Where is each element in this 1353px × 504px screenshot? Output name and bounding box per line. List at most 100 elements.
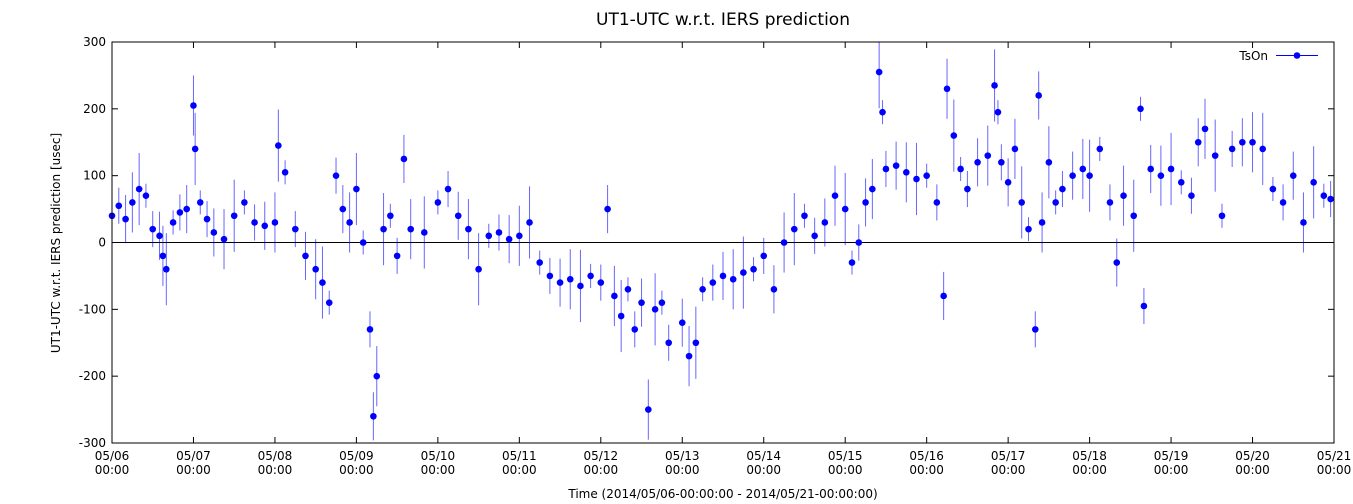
data-point bbox=[1106, 199, 1114, 206]
data-point bbox=[1269, 185, 1277, 193]
data-point bbox=[869, 185, 876, 193]
data-point bbox=[1052, 199, 1059, 206]
data-point bbox=[353, 185, 360, 193]
data-point bbox=[1147, 165, 1154, 173]
errorbar-layer bbox=[111, 42, 1332, 441]
x-tick-label-date: 05/21 bbox=[1317, 449, 1352, 463]
data-point bbox=[325, 299, 333, 306]
data-point bbox=[420, 229, 428, 236]
data-point bbox=[366, 326, 374, 333]
data-point bbox=[831, 192, 839, 200]
legend: TsOn bbox=[1238, 49, 1318, 63]
data-point bbox=[651, 306, 659, 313]
data-point bbox=[546, 272, 554, 280]
data-point bbox=[729, 275, 737, 283]
data-point bbox=[292, 225, 299, 233]
data-point bbox=[821, 219, 829, 226]
x-tick-label-date: 05/20 bbox=[1235, 449, 1270, 463]
data-point bbox=[1194, 138, 1202, 146]
data-point bbox=[709, 279, 717, 286]
x-tick-label-time: 00:00 bbox=[909, 463, 944, 477]
data-point bbox=[617, 312, 625, 320]
data-point bbox=[1279, 199, 1287, 206]
data-point bbox=[556, 279, 564, 286]
data-point bbox=[719, 272, 727, 280]
data-point bbox=[312, 265, 319, 273]
data-point bbox=[1130, 212, 1138, 220]
points-layer bbox=[108, 68, 1334, 420]
data-point bbox=[302, 252, 309, 260]
data-point bbox=[940, 292, 947, 300]
data-point bbox=[699, 285, 706, 293]
data-point bbox=[1249, 138, 1256, 146]
data-point bbox=[957, 165, 964, 173]
x-tick-label-date: 05/12 bbox=[584, 449, 619, 463]
data-point bbox=[1059, 185, 1066, 193]
data-point bbox=[933, 199, 941, 206]
data-point bbox=[163, 265, 170, 273]
data-point bbox=[1011, 145, 1019, 153]
y-tick-label: 100 bbox=[83, 169, 106, 183]
x-tick-label-date: 05/15 bbox=[828, 449, 863, 463]
x-tick-label-time: 00:00 bbox=[95, 463, 130, 477]
data-point bbox=[587, 272, 594, 280]
data-point bbox=[566, 275, 574, 283]
data-point bbox=[176, 209, 184, 216]
data-point bbox=[1086, 172, 1093, 179]
x-tick-label-time: 00:00 bbox=[828, 463, 863, 477]
y-tick-label: -100 bbox=[79, 302, 106, 316]
data-point bbox=[984, 152, 992, 159]
y-axis-label: UT1-UTC w.r.t. IERS prediction [usec] bbox=[49, 133, 63, 353]
data-point bbox=[841, 205, 849, 213]
data-point bbox=[149, 225, 157, 233]
data-point bbox=[879, 108, 886, 116]
data-point bbox=[1140, 302, 1148, 310]
data-point bbox=[220, 235, 228, 243]
data-point bbox=[994, 108, 1002, 116]
data-point bbox=[251, 219, 258, 226]
data-point bbox=[319, 279, 326, 286]
data-point bbox=[1167, 165, 1175, 173]
data-point bbox=[156, 232, 163, 240]
x-tick-label-time: 00:00 bbox=[1317, 463, 1352, 477]
data-point bbox=[1018, 199, 1026, 206]
data-point bbox=[485, 232, 493, 240]
data-point bbox=[465, 225, 472, 233]
data-point bbox=[241, 199, 248, 206]
x-tick-label-date: 05/13 bbox=[665, 449, 700, 463]
data-point bbox=[210, 229, 218, 236]
data-point bbox=[1218, 212, 1226, 220]
data-point bbox=[359, 239, 367, 246]
data-point bbox=[848, 259, 856, 266]
data-point bbox=[611, 292, 618, 300]
data-point bbox=[1327, 195, 1334, 203]
data-point bbox=[875, 68, 883, 76]
data-point bbox=[645, 406, 652, 413]
data-point bbox=[1031, 326, 1039, 333]
data-point bbox=[882, 165, 890, 173]
data-point bbox=[943, 85, 951, 93]
y-tick-label: 300 bbox=[83, 35, 106, 49]
data-point bbox=[159, 252, 167, 260]
x-tick-label-time: 00:00 bbox=[746, 463, 781, 477]
data-point bbox=[183, 205, 190, 213]
data-point bbox=[281, 169, 289, 176]
data-point bbox=[495, 229, 503, 236]
data-point bbox=[811, 232, 818, 240]
data-point bbox=[129, 199, 136, 206]
plot-frame bbox=[111, 41, 1335, 444]
data-point bbox=[169, 219, 177, 226]
x-tick-label-date: 05/08 bbox=[258, 449, 293, 463]
data-point bbox=[991, 82, 998, 89]
ticks-layer: -300-200-100010020030005/0600:0005/0700:… bbox=[79, 35, 1352, 477]
data-point bbox=[950, 132, 958, 139]
data-point bbox=[339, 205, 347, 213]
data-point bbox=[631, 326, 639, 333]
data-point bbox=[1157, 172, 1165, 179]
x-tick-label-date: 05/10 bbox=[421, 449, 456, 463]
data-point bbox=[1096, 145, 1104, 153]
data-point bbox=[678, 319, 686, 327]
data-point bbox=[1137, 105, 1144, 113]
data-point bbox=[1045, 159, 1053, 166]
